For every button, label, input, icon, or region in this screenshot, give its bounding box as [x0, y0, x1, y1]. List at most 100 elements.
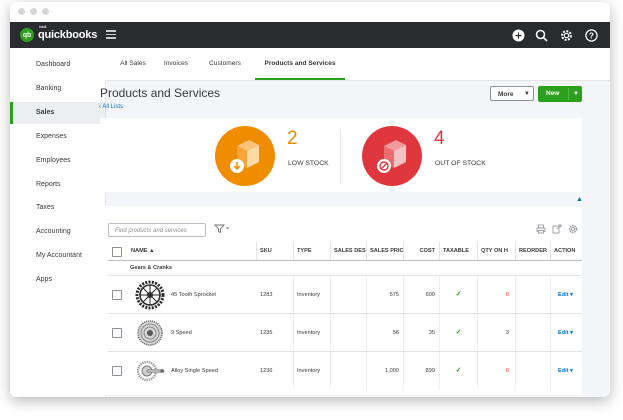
sidebar-item-taxes[interactable]: Taxes — [36, 204, 55, 211]
edit-action[interactable]: Edit ▾ — [558, 330, 573, 336]
qty-cell: 3 — [478, 314, 516, 352]
sales-price-cell: 56 — [367, 314, 404, 352]
all-lists-link[interactable]: ‹ All Lists — [99, 104, 123, 110]
sidebar-item-banking[interactable]: Banking — [36, 85, 62, 92]
window-dot — [42, 8, 49, 15]
print-icon[interactable] — [536, 224, 546, 236]
product-name[interactable]: 9 Speed — [171, 330, 192, 336]
sidebar-item-apps[interactable]: Apps — [36, 276, 52, 283]
more-label: More — [498, 91, 514, 98]
plus-icon[interactable] — [510, 27, 526, 43]
table-header: NAME ▲ SKU TYPE SALES DES SALES PRIC COS… — [108, 242, 582, 261]
low-stock-icon[interactable] — [215, 126, 275, 186]
tab-products-and-services[interactable]: Products and Services — [255, 48, 345, 80]
out-of-stock-icon[interactable] — [362, 126, 422, 186]
chevron-down-icon[interactable]: ▾ — [570, 330, 573, 336]
row-checkbox[interactable] — [112, 328, 122, 338]
stock-summary-panel: 2 LOW STOCK 4 OUT OF STOCK — [100, 118, 582, 192]
type-cell: Inventory — [294, 352, 331, 390]
help-icon[interactable]: ? — [583, 27, 599, 43]
tab-invoices[interactable]: Invoices — [163, 60, 189, 67]
sales-tabs: All Sales Invoices Customers Products an… — [105, 48, 610, 81]
column-header-qty-on-hand[interactable]: QTY ON H — [478, 242, 516, 260]
product-name[interactable]: 45 Tooth Sprocket — [171, 292, 216, 298]
sku-cell: 1236 — [257, 352, 294, 390]
products-table-panel: Find products and services NAME ▲ SKU TY… — [100, 206, 582, 395]
out-of-stock-label: OUT OF STOCK — [435, 160, 486, 167]
sidebar-item-accounting[interactable]: Accounting — [36, 228, 71, 235]
edit-action[interactable]: Edit ▾ — [558, 368, 573, 374]
chevron-down-icon: ▼ — [573, 91, 579, 97]
cost-cell: 35 — [404, 314, 440, 352]
row-checkbox[interactable] — [112, 290, 122, 300]
column-header-type[interactable]: TYPE — [294, 242, 331, 260]
tab-all-sales[interactable]: All Sales — [120, 60, 146, 67]
logo-intuit: intuit — [39, 24, 47, 29]
sales-price-cell: 575 — [367, 276, 404, 314]
sku-cell: 1235 — [257, 314, 294, 352]
sku-cell: 1283 — [257, 276, 294, 314]
table-row[interactable]: 9 Speed 1235 Inventory 56 35 ✓ 3 Edit ▾ — [108, 313, 582, 352]
sidebar: Dashboard Banking Sales Expenses Employe… — [10, 48, 106, 397]
cost-cell: 600 — [404, 276, 440, 314]
collapse-chevron-icon[interactable]: ▲ — [576, 196, 583, 203]
svg-text:?: ? — [589, 31, 594, 40]
sidebar-item-reports[interactable]: Reports — [36, 181, 61, 188]
window-chrome — [10, 2, 610, 22]
sales-price-cell: 1,000 — [367, 352, 404, 390]
column-header-taxable[interactable]: TAXABLE — [440, 242, 478, 260]
page-title: Products and Services — [100, 86, 221, 100]
qty-cell: 0 — [478, 352, 516, 390]
tab-customers[interactable]: Customers — [209, 60, 241, 67]
window-dot — [18, 8, 25, 15]
sidebar-item-sales[interactable]: Sales — [10, 102, 105, 124]
column-header-reorder[interactable]: REORDER — [516, 242, 551, 260]
sales-desc-cell — [331, 352, 367, 390]
column-header-name[interactable]: NAME ▲ — [128, 242, 257, 260]
sidebar-item-expenses[interactable]: Expenses — [36, 133, 67, 140]
window-dot — [30, 8, 37, 15]
column-header-action: ACTION — [554, 248, 576, 254]
hamburger-menu-icon[interactable] — [106, 30, 116, 39]
search-input[interactable]: Find products and services — [108, 223, 206, 237]
sprocket-icon — [134, 279, 166, 311]
search-icon[interactable] — [533, 27, 549, 43]
sales-desc-cell — [331, 276, 367, 314]
select-all-checkbox[interactable] — [112, 247, 122, 257]
settings-gear-icon[interactable] — [568, 224, 578, 236]
all-lists-label: All Lists — [102, 104, 124, 110]
sales-desc-cell — [331, 314, 367, 352]
column-header-sku[interactable]: SKU — [257, 242, 294, 260]
new-label: New — [546, 90, 560, 97]
type-cell: Inventory — [294, 314, 331, 352]
column-header-sales-desc[interactable]: SALES DES — [331, 242, 367, 260]
taxable-check-icon: ✓ — [440, 352, 478, 390]
filter-icon[interactable] — [214, 224, 230, 235]
new-button[interactable]: New ▼ — [538, 86, 582, 102]
crankset-icon — [134, 355, 166, 387]
chevron-down-icon[interactable]: ▾ — [570, 292, 573, 298]
category-group-label: Gears & Cranks — [130, 265, 172, 271]
export-icon[interactable] — [552, 224, 562, 236]
low-stock-count[interactable]: 2 — [287, 128, 298, 149]
chevron-down-icon[interactable]: ▾ — [570, 368, 573, 374]
out-of-stock-count[interactable]: 4 — [434, 128, 445, 149]
reorder-cell — [516, 276, 551, 314]
sidebar-item-employees[interactable]: Employees — [36, 157, 71, 164]
logo-mark: qb — [20, 28, 34, 42]
edit-action[interactable]: Edit ▾ — [558, 292, 573, 298]
low-stock-label: LOW STOCK — [288, 160, 329, 167]
reorder-cell — [516, 314, 551, 352]
column-header-sales-price[interactable]: SALES PRIC — [367, 242, 404, 260]
gear-icon[interactable] — [558, 27, 574, 43]
row-checkbox[interactable] — [112, 366, 122, 376]
column-header-cost[interactable]: COST — [404, 242, 440, 260]
table-row[interactable]: 45 Tooth Sprocket 1283 Inventory 575 600… — [108, 275, 582, 314]
sidebar-item-dashboard[interactable]: Dashboard — [36, 61, 71, 68]
quickbooks-logo[interactable]: qb intuit quickbooks — [20, 24, 97, 43]
taxable-check-icon: ✓ — [440, 276, 478, 314]
sidebar-item-my-accountant[interactable]: My Accountant — [36, 252, 82, 259]
product-name[interactable]: Alloy Single Speed — [171, 368, 218, 374]
more-button[interactable]: More ▼ — [490, 86, 534, 101]
table-row[interactable]: Alloy Single Speed 1236 Inventory 1,000 … — [108, 351, 582, 390]
